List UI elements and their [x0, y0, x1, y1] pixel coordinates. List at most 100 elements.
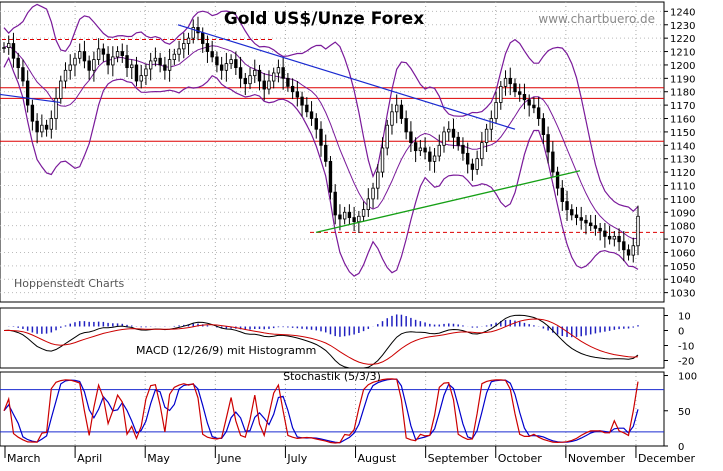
- macd-line: [3, 314, 639, 369]
- candle-body: [423, 147, 427, 153]
- month-label: December: [638, 452, 696, 465]
- candle-body: [319, 128, 323, 146]
- month-label: August: [358, 452, 397, 465]
- candle-body: [191, 27, 195, 39]
- candle-body: [565, 201, 569, 210]
- candle-body: [409, 131, 413, 144]
- candle-body: [546, 134, 550, 153]
- candle-body: [508, 77, 512, 85]
- candle-body: [404, 118, 408, 133]
- candle-body: [579, 217, 583, 221]
- candle-body: [11, 43, 16, 59]
- candle-body: [385, 124, 389, 149]
- bollinger-lower-line: [3, 56, 639, 277]
- candle-body: [622, 241, 626, 251]
- x-axis: March April May June July August September Octo…: [0, 445, 696, 465]
- candle-body: [309, 111, 314, 119]
- candle-body: [40, 124, 44, 133]
- candle-body: [380, 147, 385, 173]
- candle-body: [626, 249, 631, 256]
- candle-body: [513, 83, 517, 93]
- early-trend-line: [0, 93, 61, 104]
- candle-body: [333, 191, 337, 216]
- candle-body: [144, 68, 148, 77]
- candle-body: [305, 104, 309, 113]
- candle-body: [177, 48, 181, 55]
- support-trend-line: [315, 170, 581, 233]
- candle-body: [63, 69, 68, 82]
- price-tick-label: 1240: [670, 7, 695, 18]
- candle-body: [570, 209, 574, 216]
- stoch-k-line: [3, 378, 639, 444]
- candle-body: [219, 64, 224, 71]
- candle-body: [484, 128, 489, 144]
- candle-body: [25, 80, 30, 106]
- candle-body: [54, 98, 58, 119]
- price-tick-label: 1080: [670, 222, 695, 233]
- candle-body: [248, 75, 252, 85]
- candle-body: [148, 60, 153, 70]
- candle-body: [399, 104, 404, 119]
- month-label: May: [147, 452, 170, 465]
- candle-body: [442, 131, 446, 146]
- candle-body: [342, 211, 347, 220]
- candle-body: [551, 151, 555, 173]
- candle-body: [352, 217, 356, 223]
- candle-body: [111, 56, 115, 66]
- candle-body: [371, 187, 375, 200]
- candle-body: [617, 235, 621, 243]
- candle-body: [357, 215, 361, 223]
- candle-body: [300, 96, 304, 106]
- candle-body: [229, 59, 233, 65]
- candle-body: [59, 80, 63, 99]
- candle-body: [281, 67, 285, 79]
- candle-body: [205, 43, 210, 52]
- candle-body: [607, 235, 612, 240]
- month-label: March: [7, 452, 41, 465]
- price-tick-label: 1110: [670, 181, 695, 192]
- candle-body: [167, 59, 172, 71]
- candle-body: [96, 48, 101, 60]
- stoch-tick-label: 0: [678, 442, 684, 453]
- candle-body: [361, 209, 366, 217]
- stoch-tick-label: 50: [678, 407, 691, 418]
- candle-body: [276, 67, 281, 74]
- price-tick-label: 1060: [670, 248, 695, 259]
- month-label: June: [216, 452, 241, 465]
- candle-body: [480, 142, 484, 160]
- macd-panel: 10 0 -10 -20: [0, 307, 694, 369]
- price-panel: 1030 1040 1050 1060 1070 1080 1090 1100 1110 1120…: [0, 1, 695, 303]
- candle-body: [73, 57, 77, 66]
- candle-body: [465, 152, 470, 165]
- candle-body: [224, 63, 229, 71]
- candle-body: [101, 48, 106, 55]
- macd-frame: [0, 307, 665, 369]
- candle-body: [286, 77, 290, 87]
- candle-body: [92, 59, 96, 71]
- candle-body: [475, 158, 479, 170]
- candle-body: [489, 118, 494, 130]
- month-label: April: [77, 452, 102, 465]
- candle-body: [238, 67, 243, 79]
- candle-body: [30, 104, 35, 122]
- candle-body: [35, 120, 39, 133]
- price-tick-label: 1090: [670, 208, 695, 219]
- candle-body: [612, 235, 617, 240]
- candle-body: [518, 91, 522, 95]
- candle-body: [78, 51, 82, 59]
- macd-tick-label: 0: [678, 327, 684, 338]
- candle-body: [68, 64, 72, 71]
- price-tick-label: 1200: [670, 61, 695, 72]
- price-tick-label: 1190: [670, 74, 695, 85]
- candle-body: [499, 85, 503, 103]
- candle-body: [461, 144, 465, 154]
- candle-body: [210, 51, 214, 58]
- month-label: November: [568, 452, 626, 465]
- candle-body: [215, 56, 219, 66]
- stoch-d-line: [3, 378, 639, 444]
- candle-body: [253, 69, 257, 77]
- candle-body: [522, 94, 527, 101]
- candle-body: [125, 55, 129, 69]
- candle-body: [130, 64, 134, 69]
